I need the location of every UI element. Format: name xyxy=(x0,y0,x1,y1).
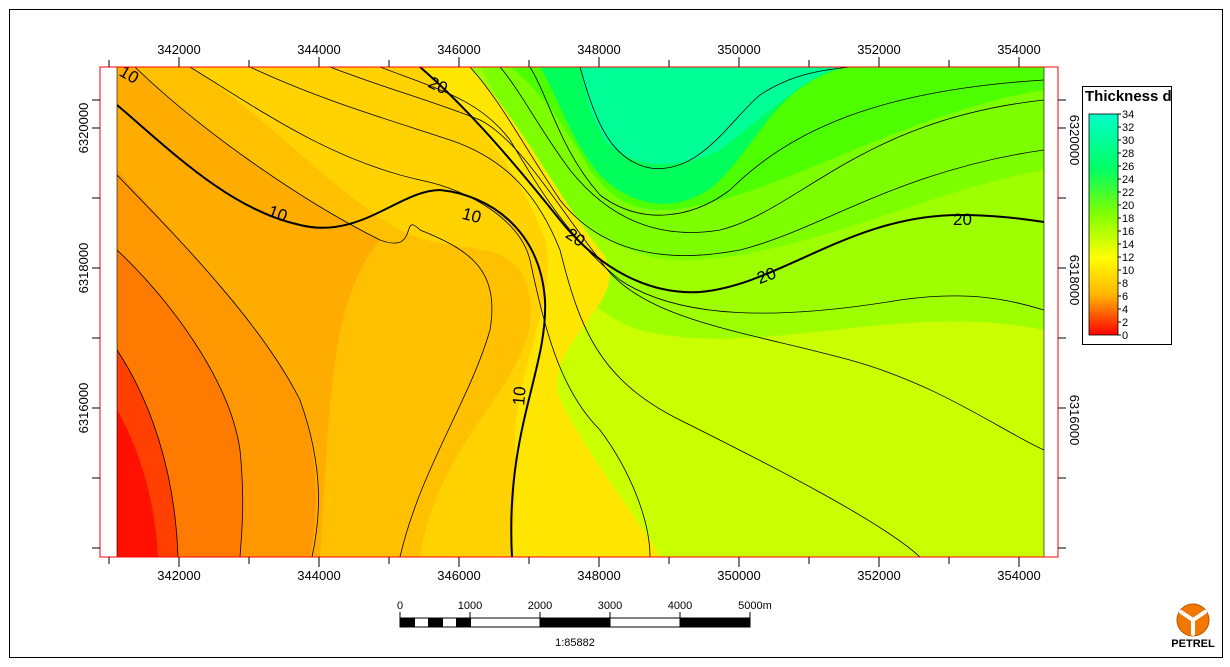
y-tick-label: 6320000 xyxy=(1067,115,1082,166)
y-tick-label: 6316000 xyxy=(1067,395,1082,446)
scale-label: 1000 xyxy=(458,600,482,612)
legend-value: 24 xyxy=(1122,174,1134,186)
contour-lines xyxy=(117,67,1044,557)
x-tick-label: 348000 xyxy=(577,568,620,583)
legend-value: 8 xyxy=(1122,278,1128,290)
axis-ticks xyxy=(92,57,1066,567)
x-tick-label: 344000 xyxy=(297,568,340,583)
x-tick-label: 342000 xyxy=(157,42,200,57)
legend: Thickness d 34 32 30 28 26 24 22 20 18 16 14 12 10 8 6… xyxy=(1082,86,1172,345)
x-tick-label: 354000 xyxy=(997,568,1040,583)
scale-bar: 0 1000 2000 3000 4000 5000m 1:85882 xyxy=(397,600,772,649)
legend-title: Thickness d xyxy=(1085,88,1172,105)
logo-text: PETREL xyxy=(1171,638,1215,650)
x-tick-label: 346000 xyxy=(437,568,480,583)
x-tick-label: 342000 xyxy=(157,568,200,583)
legend-value: 10 xyxy=(1122,265,1134,277)
x-tick-label: 354000 xyxy=(997,42,1040,57)
x-tick-label: 350000 xyxy=(717,42,760,57)
y-tick-label: 6320000 xyxy=(76,103,91,154)
scale-label: 3000 xyxy=(598,600,622,612)
petrel-logo-icon xyxy=(1176,603,1210,637)
legend-value: 6 xyxy=(1122,291,1128,303)
legend-value: 30 xyxy=(1122,135,1134,147)
legend-value: 0 xyxy=(1122,330,1128,342)
legend-value: 20 xyxy=(1122,200,1134,212)
y-tick-label: 6318000 xyxy=(76,243,91,294)
x-tick-label: 344000 xyxy=(297,42,340,57)
legend-value: 26 xyxy=(1122,161,1134,173)
legend-value: 12 xyxy=(1122,252,1134,264)
legend-value: 18 xyxy=(1122,213,1134,225)
contour-label: 10 xyxy=(509,386,530,407)
y-tick-label: 6318000 xyxy=(1067,255,1082,306)
y-tick-label: 6316000 xyxy=(76,383,91,434)
scale-label: 4000 xyxy=(668,600,692,612)
scale-ratio: 1:85882 xyxy=(555,637,595,649)
y-axis-left: 6320000 6318000 6316000 xyxy=(76,103,91,434)
x-tick-label: 348000 xyxy=(577,42,620,57)
border-ticks xyxy=(100,66,1058,558)
scale-label: 5000m xyxy=(738,600,772,612)
x-axis-top: 342000 344000 346000 348000 350000 35200… xyxy=(157,42,1040,57)
legend-value: 14 xyxy=(1122,239,1134,251)
y-axis-right: 6320000 6318000 6316000 xyxy=(1067,115,1082,446)
legend-value: 32 xyxy=(1122,122,1134,134)
legend-value: 34 xyxy=(1122,109,1134,121)
x-tick-label: 352000 xyxy=(857,568,900,583)
scale-label: 2000 xyxy=(528,600,552,612)
x-axis-bottom: 342000 344000 346000 348000 350000 35200… xyxy=(157,568,1040,583)
thickness-surface xyxy=(117,67,1044,557)
x-tick-label: 350000 xyxy=(717,568,760,583)
petrel-logo: PETREL xyxy=(1163,600,1225,652)
legend-value: 4 xyxy=(1122,304,1128,316)
x-tick-label: 352000 xyxy=(857,42,900,57)
contour-label: 10 xyxy=(460,204,483,227)
legend-value: 2 xyxy=(1122,317,1128,329)
contour-label: 20 xyxy=(953,210,972,229)
legend-value: 16 xyxy=(1122,226,1134,238)
scale-label: 0 xyxy=(397,600,403,612)
legend-value: 22 xyxy=(1122,187,1134,199)
x-tick-label: 346000 xyxy=(437,42,480,57)
legend-value: 28 xyxy=(1122,148,1134,160)
map-frame xyxy=(9,9,1223,658)
